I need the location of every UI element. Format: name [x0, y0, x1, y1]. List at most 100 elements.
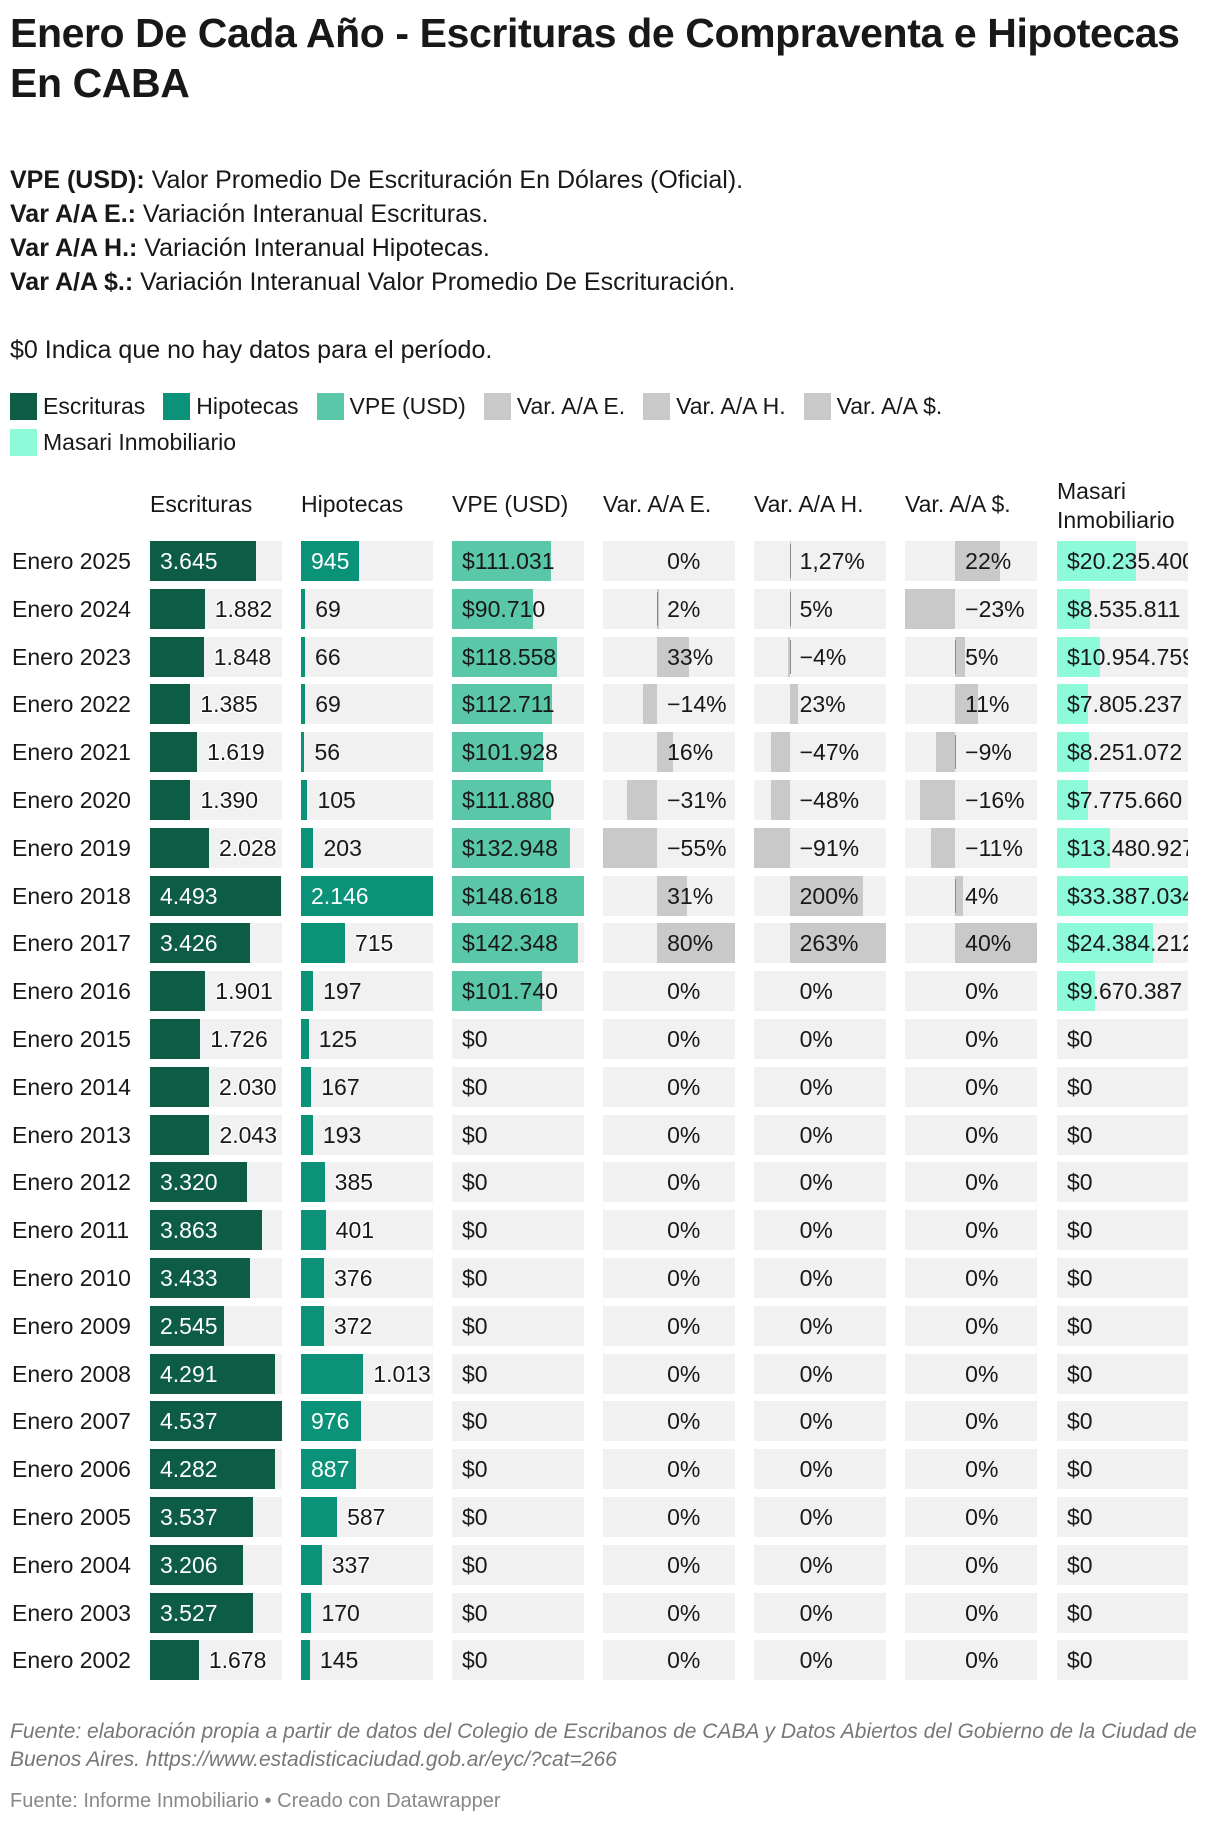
cell-vpe-usd: $118.558: [452, 636, 584, 677]
cell-var-a-a-e: 0%: [603, 1210, 735, 1251]
cell-hipotecas: 145: [301, 1640, 433, 1681]
value-label-var-a-a: −11%: [965, 834, 1023, 861]
value-label-vpe-usd: $142.348: [462, 930, 558, 957]
value-label-vpe-usd: $111.880: [462, 787, 555, 813]
description-text: Variación Interanual Escrituras.: [135, 200, 489, 228]
cell-var-a-a-h: 0%: [754, 1401, 886, 1442]
value-label-var-a-a-e: 0%: [667, 1312, 701, 1339]
value-label-var-a-a-h: 0%: [799, 1360, 833, 1387]
cell-escrituras: 1.726: [150, 1019, 282, 1059]
bar-var-a-a-h: [770, 780, 790, 820]
bar-escrituras: [150, 1305, 225, 1346]
cell-var-a-a: −9%: [905, 732, 1037, 773]
value-label-escrituras: 4.282: [160, 1456, 218, 1483]
value-label-vpe-usd: $0: [462, 1026, 488, 1052]
bar-masari-inmobiliario: [1057, 588, 1091, 629]
bar-vpe-usd: [452, 971, 543, 1012]
value-label-var-a-a: 5%: [965, 643, 999, 670]
row-label: Enero 2003: [12, 1599, 131, 1626]
value-label-vpe-usd: $0: [462, 1073, 488, 1100]
cell-var-a-a: 0%: [905, 1019, 1037, 1059]
cell-masari-inmobiliario: $8.251.072: [1057, 732, 1188, 773]
cell-hipotecas: 337: [301, 1544, 433, 1585]
legend-label: Hipotecas: [196, 393, 299, 419]
legend-item-escrituras: Escrituras: [10, 388, 145, 424]
cell-vpe-usd: $0: [452, 1258, 584, 1298]
cell-var-a-a-h: 0%: [754, 1066, 886, 1107]
value-label-var-a-a: 22%: [965, 548, 1012, 574]
value-label-masari-inmobiliario: $0: [1067, 1551, 1093, 1578]
cell-var-a-a-h: 200%: [754, 875, 886, 916]
bar-masari-inmobiliario: [1057, 541, 1137, 581]
row-label: Enero 2017: [12, 930, 131, 957]
cell-vpe-usd: $0: [452, 1353, 584, 1394]
cell-var-a-a: 0%: [905, 1592, 1037, 1633]
value-label-var-a-a-e: −55%: [667, 834, 727, 861]
value-label-hipotecas: 401: [335, 1217, 375, 1244]
value-label-var-a-a-h: 200%: [799, 882, 859, 909]
cell-var-a-a-h: 0%: [754, 1258, 886, 1298]
value-label-var-a-a: 0%: [965, 978, 999, 1005]
value-label-vpe-usd: $132.948: [462, 834, 558, 861]
value-label-escrituras: 1.726: [210, 1026, 268, 1052]
cell-var-a-a: 0%: [905, 1162, 1037, 1203]
description-term: Var A/A H.:: [10, 234, 138, 262]
cell-hipotecas: 170: [301, 1592, 433, 1633]
cell-masari-inmobiliario: $8.535.811: [1057, 588, 1188, 629]
cell-masari-inmobiliario: $0: [1057, 1353, 1188, 1394]
row-label: Enero 2012: [12, 1169, 131, 1196]
cell-var-a-a-e: 0%: [603, 1544, 735, 1585]
bar-vpe-usd: [452, 732, 543, 773]
row-label: Enero 2016: [12, 978, 131, 1005]
value-label-masari-inmobiliario: $0: [1067, 1169, 1093, 1196]
bar-escrituras: [150, 1066, 210, 1107]
bar-var-a-a: [955, 923, 1037, 964]
value-label-masari-inmobiliario: $24.384.212: [1067, 930, 1188, 957]
value-label-masari-inmobiliario: $8.251.072: [1067, 739, 1183, 766]
cell-escrituras: 1.385: [150, 684, 282, 725]
value-label-escrituras: 1.901: [215, 978, 273, 1005]
value-label-hipotecas: 69: [315, 595, 341, 622]
bar-vpe-usd: [452, 827, 571, 868]
bar-escrituras: [150, 1353, 275, 1394]
description-term: VPE (USD):: [10, 166, 145, 194]
cell-masari-inmobiliario: $0: [1057, 1162, 1188, 1203]
legend-item-vpe-usd: VPE (USD): [316, 388, 466, 424]
cell-masari-inmobiliario: $0: [1057, 1640, 1188, 1681]
value-label-var-a-a-e: 0%: [667, 1121, 701, 1148]
value-label-var-a-a-h: 263%: [799, 930, 859, 957]
cell-masari-inmobiliario: $13.480.927: [1057, 827, 1188, 868]
cell-var-a-a-h: 0%: [754, 1592, 886, 1633]
value-label-hipotecas: 56: [314, 739, 341, 766]
value-label-var-a-a: 0%: [965, 1073, 999, 1100]
value-label-var-a-a-e: 0%: [667, 1169, 701, 1196]
value-label-var-a-a: 0%: [965, 1504, 999, 1530]
cell-hipotecas: 372: [301, 1305, 433, 1346]
bar-vpe-usd: [452, 541, 551, 581]
bar-hipotecas: [301, 1066, 312, 1107]
bar-hipotecas: [301, 875, 433, 916]
bar-escrituras: [150, 1210, 263, 1251]
row-label: Enero 2007: [12, 1408, 131, 1435]
credit-line: Fuente: Informe Inmobiliario • Creado co…: [10, 1790, 501, 1812]
value-label-vpe-usd: $0: [462, 1169, 488, 1196]
value-label-vpe-usd: $90.710: [462, 595, 546, 622]
value-label-var-a-a-h: 1,27%: [799, 548, 865, 574]
value-label-masari-inmobiliario: $20.235.400: [1067, 548, 1188, 574]
value-label-var-a-a-h: −4%: [799, 643, 847, 670]
cell-escrituras: 1.882: [150, 588, 282, 629]
row-label: Enero 2014: [12, 1073, 131, 1100]
value-label-vpe-usd: $111.031: [462, 548, 555, 574]
cell-hipotecas: 1.013: [301, 1353, 433, 1394]
cell-hipotecas: 193: [301, 1114, 433, 1155]
value-label-escrituras: 2.028: [219, 834, 277, 861]
cell-var-a-a-h: −4%: [754, 636, 886, 677]
zero-line: [955, 878, 957, 913]
description: VPE (USD): Valor Promedio De Escrituraci…: [10, 163, 1210, 299]
cell-masari-inmobiliario: $9.670.387: [1057, 971, 1188, 1012]
bar-hipotecas: [301, 636, 306, 677]
cell-var-a-a-h: −48%: [754, 780, 886, 820]
cell-var-a-a: 0%: [905, 1401, 1037, 1442]
cell-vpe-usd: $0: [452, 1592, 584, 1633]
value-label-hipotecas: 197: [323, 978, 362, 1005]
